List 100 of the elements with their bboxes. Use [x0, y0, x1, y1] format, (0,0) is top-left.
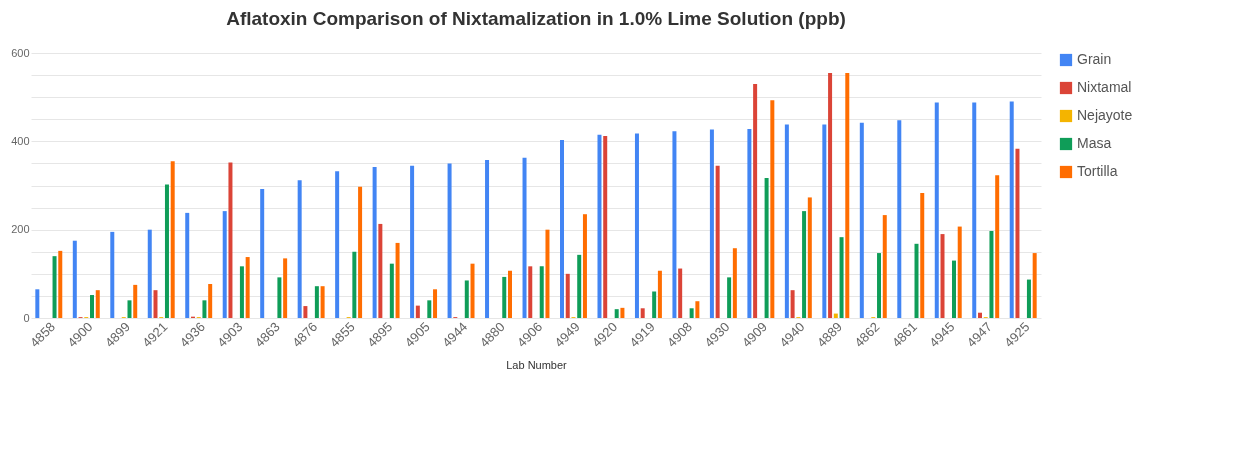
bar [603, 136, 608, 318]
bar [859, 122, 864, 318]
bar [245, 257, 250, 318]
bar [764, 177, 769, 318]
bar [358, 186, 363, 318]
bar [502, 276, 507, 318]
bar [389, 263, 394, 318]
bar [822, 124, 827, 318]
bar [1015, 148, 1020, 318]
bar [372, 166, 377, 318]
bar [427, 300, 432, 318]
bar [52, 256, 57, 318]
bar [614, 309, 619, 318]
bar [164, 184, 169, 318]
bar [545, 229, 550, 318]
bar [410, 165, 415, 318]
bar [689, 308, 694, 318]
bar [539, 266, 544, 318]
bar [283, 258, 288, 318]
bar [378, 223, 383, 318]
bar [1032, 253, 1037, 318]
y-tick-label: 600 [11, 46, 30, 59]
bar [784, 124, 789, 318]
bar [90, 295, 95, 318]
bar [72, 240, 77, 318]
bar [433, 289, 438, 318]
bar [110, 231, 115, 318]
bar [560, 140, 564, 318]
bar [185, 212, 190, 318]
bar [228, 162, 233, 318]
bar [528, 266, 533, 318]
bar [1009, 101, 1014, 318]
bar [940, 234, 945, 318]
bar [239, 266, 244, 318]
bar [972, 102, 977, 318]
bar [297, 180, 302, 318]
bar [485, 159, 490, 318]
bar [727, 277, 732, 318]
x-axis-title: Lab Number [506, 359, 568, 372]
bar [914, 243, 919, 318]
bar [470, 263, 475, 318]
y-tick-label: 200 [11, 223, 30, 236]
bar [58, 250, 63, 318]
bar [672, 131, 677, 318]
bar [395, 242, 400, 318]
bar [877, 253, 882, 318]
bar [133, 284, 138, 318]
bar [582, 214, 587, 318]
bar [882, 215, 887, 318]
legend-label: Grain [1077, 51, 1112, 67]
bar [951, 260, 956, 318]
legend-label: Tortilla [1077, 163, 1118, 179]
bar [715, 165, 720, 318]
bar [977, 312, 982, 318]
bar [565, 273, 570, 318]
bar [732, 248, 737, 318]
bar [508, 270, 512, 318]
bar [202, 300, 207, 318]
y-tick-label: 400 [11, 134, 30, 147]
bar [934, 102, 939, 318]
bar [415, 305, 420, 318]
bar [314, 286, 319, 318]
bar [989, 230, 994, 318]
bar [447, 163, 452, 318]
bar [652, 291, 657, 318]
bar [828, 72, 833, 318]
bar [695, 301, 700, 318]
bar [640, 308, 645, 318]
bar [709, 129, 714, 318]
bar [920, 193, 925, 318]
bar [845, 72, 850, 318]
legend-label: Nixtamal [1077, 79, 1132, 95]
bar [577, 254, 582, 318]
legend-label: Masa [1077, 135, 1112, 151]
bar [657, 270, 662, 318]
bar [320, 286, 325, 318]
bar [839, 237, 844, 318]
bar [634, 133, 639, 318]
bar [1026, 279, 1031, 318]
bar [153, 290, 158, 318]
bar [802, 211, 807, 318]
bar [770, 100, 775, 318]
bar [807, 197, 812, 318]
bar [335, 171, 340, 318]
bar [620, 307, 625, 318]
bar [303, 306, 308, 318]
bar [127, 300, 132, 318]
y-tick-label: 0 [23, 311, 30, 324]
bar [147, 229, 152, 318]
bar [277, 277, 282, 318]
bar [753, 83, 758, 318]
bar [222, 211, 227, 318]
bar [995, 175, 1000, 318]
bar [464, 280, 469, 318]
bar [897, 120, 902, 318]
bar [747, 128, 752, 318]
bar [95, 290, 100, 318]
chart-title: Aflatoxin Comparison of Nixtamalization in 1.0% Lime Solution (ppb) [226, 8, 846, 29]
bar [352, 251, 357, 318]
bar [790, 290, 795, 318]
